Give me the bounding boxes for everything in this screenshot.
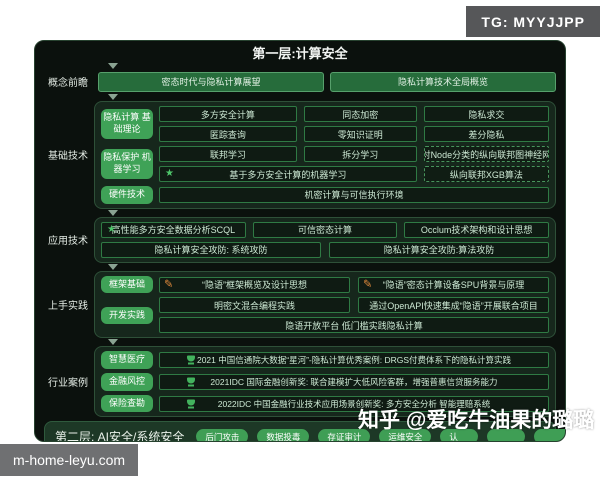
section-arrow-icon <box>108 263 118 270</box>
layer2-pill: 数据投毒 <box>257 429 310 441</box>
topic-box: 联邦学习 <box>159 146 297 162</box>
site-watermark-badge: m-home-leyu.com <box>0 444 139 476</box>
rail-label-practice: 上手实践 <box>48 301 88 313</box>
section-basic-tech: 基础技术 隐私计算 基础理论 多方安全计算 同态加密 隐私求交 匿踪查询 零知识… <box>44 101 556 209</box>
group-theory: 隐私计算 基础理论 多方安全计算 同态加密 隐私求交 匿踪查询 零知识证明 差分… <box>101 106 549 142</box>
topic-box: 可信密态计算 <box>252 221 398 238</box>
topic-box: 隐私求交 <box>423 106 549 122</box>
topic-box-dashed: 纵向联邦XGB算法 <box>423 166 549 182</box>
group-ppml: 隐私保护 机器学习 联邦学习 拆分学习 针对Node分类的纵向联邦图神经网络 ★… <box>101 146 549 182</box>
group-dev-practice: 开发实践 明密文混合编程实践 通过OpenAPI快速集成“隐语”开展联合项目 隐… <box>101 297 549 334</box>
case-text: 2021 中国信通院大数据“星河”-隐私计算优秀案例: DRGS付费体系下的隐私… <box>196 355 512 366</box>
section-arrow-icon <box>108 94 118 100</box>
topic-box: 隐语开放平台 低门槛实践隐私计算 <box>159 317 549 334</box>
layer2-pill-obscured: 认 <box>440 429 479 441</box>
layer2-title: 第二层: AI安全/系统安全 <box>55 430 185 442</box>
topic-box: 明密文混合编程实践 <box>159 297 350 314</box>
topic-box-label: “隐语”框架概览及设计思想 <box>202 280 307 291</box>
trophy-icon <box>186 377 195 387</box>
concept-box: 密态时代与隐私计算展望 <box>98 71 324 92</box>
industry-row: 保险查勘 2022IDC 中国金融行业技术应用场景创新奖: 多方安全分析 智能理… <box>101 394 549 413</box>
topic-box: 差分隐私 <box>423 126 549 142</box>
case-text: 2022IDC 中国金融行业技术应用场景创新奖: 多方安全分析 智能理赔系统 <box>217 398 491 409</box>
section-arrow-icon <box>108 63 118 69</box>
topic-box: 匿踪查询 <box>159 126 297 142</box>
trophy-icon <box>186 355 195 365</box>
case-box: 2022IDC 中国金融行业技术应用场景创新奖: 多方安全分析 智能理赔系统 <box>159 395 549 412</box>
group-hardware: 硬件技术 机密计算与可信执行环境 <box>101 186 549 204</box>
rail-label-concept: 概念前瞻 <box>48 78 88 89</box>
section-arrow-icon <box>108 339 118 346</box>
rail-label-industry: 行业案例 <box>48 378 88 390</box>
star-icon: ★ <box>107 223 116 235</box>
section-concept: 概念前瞻 密态时代与隐私计算展望 隐私计算技术全局概览 <box>44 70 556 93</box>
pencil-icon: ✎ <box>363 278 373 291</box>
topic-box-dashed: 针对Node分类的纵向联邦图神经网络 <box>423 146 549 162</box>
telegram-badge: TG: MYYJJPP <box>466 6 600 37</box>
topic-box-label: 高性能多方安全数据分析SCQL <box>111 225 236 236</box>
basic-panel: 隐私计算 基础理论 多方安全计算 同态加密 隐私求交 匿踪查询 零知识证明 差分… <box>94 101 556 209</box>
topic-box-label: 基于多方安全计算的机器学习 <box>229 169 347 180</box>
trophy-icon <box>186 399 195 409</box>
section-industry: 行业案例 智慧医疗 2021 中国信通院大数据“星河”-隐私计算优秀案例: DR… <box>44 346 556 418</box>
layer2-pill-obscured <box>487 429 526 441</box>
topic-box: 隐私计算安全攻防: 系统攻防 <box>101 241 321 258</box>
industry-category: 保险查勘 <box>101 394 153 413</box>
star-icon: ★ <box>165 168 174 179</box>
topic-box-starred: ★ 基于多方安全计算的机器学习 <box>159 166 417 182</box>
group-label: 框架基础 <box>101 275 153 294</box>
layer2-pill-obscured <box>534 429 565 441</box>
topic-box: 同态加密 <box>303 106 417 122</box>
group-label: 隐私计算 基础理论 <box>101 109 153 139</box>
topic-box: 机密计算与可信执行环境 <box>159 186 549 203</box>
concept-box: 隐私计算技术全局概览 <box>330 71 556 92</box>
topic-box: Occlum技术架构和设计思想 <box>404 221 549 238</box>
topic-box: 隐私计算安全攻防:算法攻防 <box>329 241 549 258</box>
topic-box: 多方安全计算 <box>159 106 297 122</box>
topic-box: 拆分学习 <box>303 146 417 162</box>
section-applied-tech: 应用技术 ★ 高性能多方安全数据分析SCQL 可信密态计算 Occlum技术架构… <box>44 216 556 263</box>
layer2-bar: 第二层: AI安全/系统安全 后门攻击 数据投毒 存证审计 运维安全 认 <box>44 421 565 442</box>
topic-box: 零知识证明 <box>303 126 417 142</box>
section-arrow-icon <box>108 209 118 216</box>
practice-panel: 框架基础 ✎ “隐语”框架概览及设计思想 ✎ “隐语”密态计算设备SPU背景与原… <box>94 270 556 339</box>
layer2-pill: 运维安全 <box>379 429 432 441</box>
topic-box-label: “隐语”密态计算设备SPU背景与原理 <box>382 280 525 291</box>
layer2-pill: 后门攻击 <box>196 429 249 441</box>
applied-panel: ★ 高性能多方安全数据分析SCQL 可信密态计算 Occlum技术架构和设计思想… <box>94 216 556 263</box>
industry-row: 智慧医疗 2021 中国信通院大数据“星河”-隐私计算优秀案例: DRGS付费体… <box>101 351 549 370</box>
group-label: 硬件技术 <box>101 186 153 204</box>
group-label: 隐私保护 机器学习 <box>101 149 153 179</box>
industry-row: 金融风控 2021IDC 国际金融创新奖: 联合建模扩大低风险客群，增强普惠信贷… <box>101 373 549 391</box>
rail-label-applied: 应用技术 <box>48 236 88 248</box>
topic-box-pencil: ✎ “隐语”框架概览及设计思想 <box>159 276 350 293</box>
topic-box-pencil: ✎ “隐语”密态计算设备SPU背景与原理 <box>358 276 549 293</box>
diagram-canvas: 第一层:计算安全 概念前瞻 密态时代与隐私计算展望 隐私计算技术全局概览 基础技… <box>34 40 566 442</box>
industry-category: 金融风控 <box>101 373 153 391</box>
topic-box-starred: ★ 高性能多方安全数据分析SCQL <box>101 221 246 238</box>
zhihu-watermark: 知乎 @爱吃牛油果的璐璐 <box>358 409 595 432</box>
section-practice: 上手实践 框架基础 ✎ “隐语”框架概览及设计思想 ✎ “隐语”密态计算设备SP… <box>44 270 556 339</box>
layer2-pill: 存证审计 <box>318 429 371 441</box>
industry-category: 智慧医疗 <box>101 351 153 370</box>
layer1-title: 第一层:计算安全 <box>252 46 348 61</box>
industry-panel: 智慧医疗 2021 中国信通院大数据“星河”-隐私计算优秀案例: DRGS付费体… <box>94 346 556 418</box>
case-box: 2021IDC 国际金融创新奖: 联合建模扩大低风险客群，增强普惠信贷服务能力 <box>159 373 549 390</box>
case-text: 2021IDC 国际金融创新奖: 联合建模扩大低风险客群，增强普惠信贷服务能力 <box>210 376 498 387</box>
group-framework: 框架基础 ✎ “隐语”框架概览及设计思想 ✎ “隐语”密态计算设备SPU背景与原… <box>101 275 549 294</box>
pencil-icon: ✎ <box>164 278 174 291</box>
group-label: 开发实践 <box>101 306 153 325</box>
topic-box: 通过OpenAPI快速集成“隐语”开展联合项目 <box>358 297 549 314</box>
case-box: 2021 中国信通院大数据“星河”-隐私计算优秀案例: DRGS付费体系下的隐私… <box>159 352 549 369</box>
rail-label-basic: 基础技术 <box>48 151 88 163</box>
